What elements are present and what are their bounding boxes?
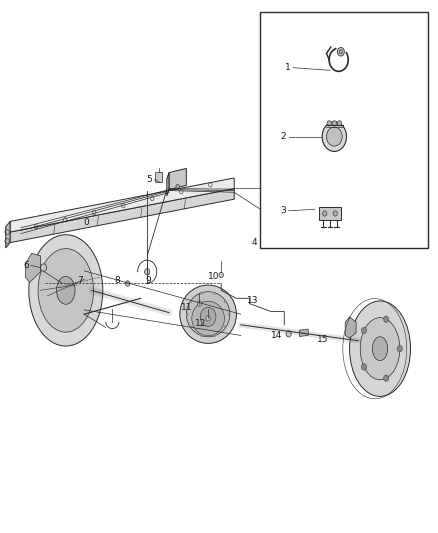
Circle shape	[176, 184, 180, 189]
Ellipse shape	[29, 235, 103, 346]
Circle shape	[224, 300, 226, 303]
Circle shape	[332, 120, 336, 126]
Circle shape	[213, 292, 216, 295]
Circle shape	[228, 313, 230, 316]
Polygon shape	[169, 168, 186, 190]
Circle shape	[384, 375, 389, 382]
Circle shape	[333, 211, 337, 216]
Text: 9: 9	[146, 276, 152, 285]
Ellipse shape	[360, 318, 400, 379]
Ellipse shape	[186, 292, 230, 337]
Circle shape	[384, 316, 389, 322]
Circle shape	[361, 327, 367, 334]
Ellipse shape	[192, 301, 224, 336]
Text: 13: 13	[247, 296, 259, 305]
Polygon shape	[345, 317, 356, 338]
Text: 12: 12	[194, 319, 206, 328]
Circle shape	[327, 120, 331, 126]
Circle shape	[200, 334, 203, 337]
Polygon shape	[10, 178, 234, 232]
Circle shape	[219, 272, 223, 278]
Polygon shape	[167, 173, 169, 196]
Text: 7: 7	[77, 276, 83, 285]
Ellipse shape	[180, 285, 237, 343]
Text: 4: 4	[252, 238, 257, 247]
Text: 2: 2	[281, 132, 286, 141]
Circle shape	[337, 47, 344, 56]
Text: 6: 6	[23, 261, 29, 270]
Text: 0: 0	[83, 218, 89, 227]
Ellipse shape	[57, 277, 75, 304]
Polygon shape	[300, 329, 308, 336]
Text: 3: 3	[281, 206, 286, 215]
Circle shape	[200, 308, 216, 326]
Circle shape	[224, 326, 226, 329]
Circle shape	[326, 127, 342, 146]
Text: 15: 15	[317, 335, 328, 344]
Text: 14: 14	[271, 331, 282, 340]
Circle shape	[190, 300, 193, 303]
Circle shape	[197, 301, 201, 306]
Circle shape	[286, 330, 291, 337]
Polygon shape	[10, 189, 234, 243]
Circle shape	[213, 334, 216, 337]
Text: 8: 8	[114, 276, 120, 285]
Polygon shape	[6, 221, 10, 248]
Ellipse shape	[372, 337, 388, 361]
Circle shape	[337, 120, 342, 126]
Bar	[319, 207, 341, 220]
Circle shape	[190, 326, 193, 329]
Polygon shape	[25, 253, 41, 282]
Circle shape	[200, 292, 203, 295]
Ellipse shape	[38, 248, 94, 332]
Text: 5: 5	[147, 175, 152, 184]
Circle shape	[322, 122, 346, 151]
Circle shape	[397, 345, 403, 352]
Circle shape	[186, 313, 188, 316]
Circle shape	[361, 364, 367, 370]
Text: 11: 11	[181, 303, 193, 312]
Ellipse shape	[350, 301, 410, 397]
Circle shape	[41, 264, 47, 271]
Text: 1: 1	[285, 63, 291, 72]
Circle shape	[145, 269, 150, 275]
Circle shape	[339, 50, 343, 54]
Text: 10: 10	[208, 271, 219, 280]
Circle shape	[125, 281, 130, 286]
Circle shape	[322, 211, 327, 216]
Bar	[155, 172, 162, 182]
Circle shape	[206, 316, 210, 321]
Bar	[260, 12, 428, 248]
